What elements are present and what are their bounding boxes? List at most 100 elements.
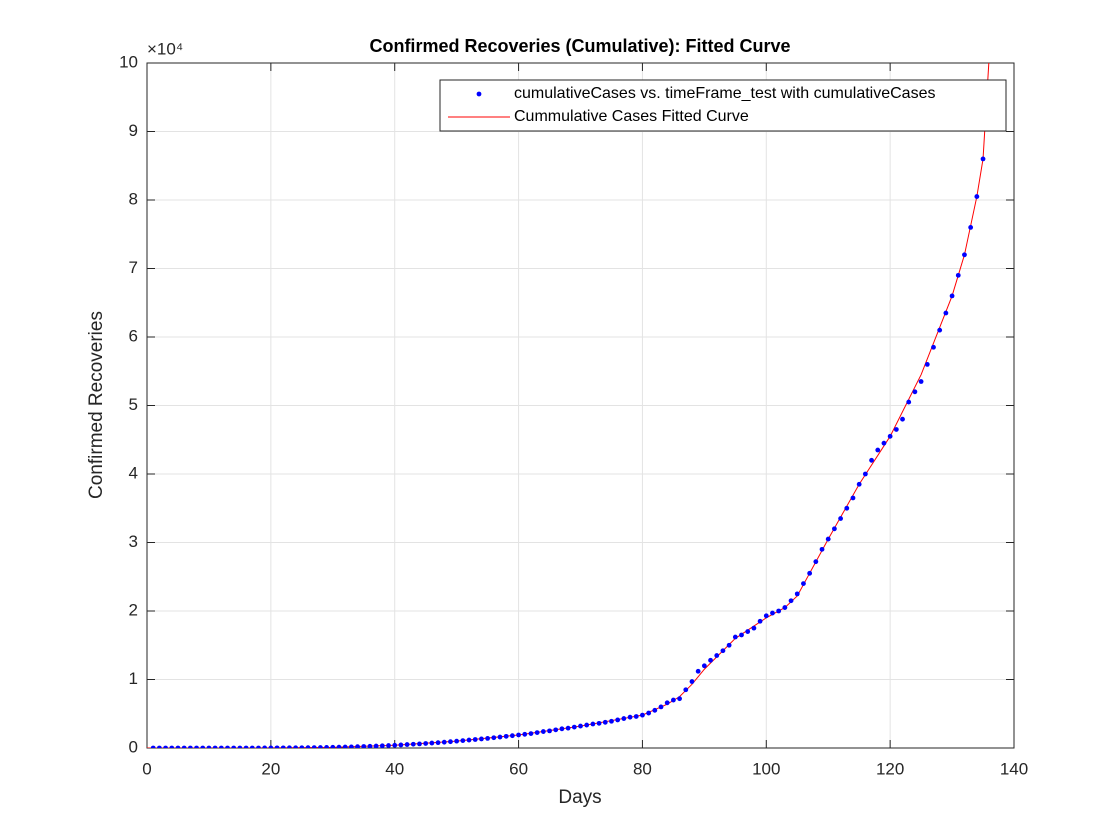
x-tick-label: 120 [876, 759, 904, 778]
plot-area [147, 63, 990, 748]
data-point [664, 700, 670, 706]
data-point [708, 657, 713, 663]
x-tick-label: 140 [1000, 759, 1028, 778]
data-point [404, 742, 410, 747]
data-point [813, 559, 819, 565]
data-point [342, 744, 348, 748]
data-point [739, 632, 744, 638]
data-point [150, 745, 156, 748]
data-point [615, 717, 621, 723]
data-point [974, 194, 980, 199]
data-point [237, 745, 243, 748]
data-point [869, 457, 874, 463]
data-point [980, 156, 986, 162]
legend-marker [476, 91, 482, 97]
data-point [540, 729, 546, 734]
data-point [906, 399, 912, 405]
data-point [968, 225, 974, 230]
data-point [330, 744, 336, 748]
data-point [918, 379, 924, 384]
data-point [856, 481, 862, 487]
data-point [553, 727, 559, 733]
data-point [726, 642, 732, 648]
data-point [875, 447, 881, 453]
data-point [181, 745, 187, 748]
plot-frame [146, 62, 1015, 749]
data-point [398, 742, 404, 748]
data-point [287, 745, 292, 748]
data-point [479, 736, 484, 742]
exponent-label: ×10⁴ [147, 39, 183, 58]
data-point [305, 745, 311, 748]
data-point [268, 745, 274, 748]
y-tick-label: 9 [129, 121, 138, 140]
data-point [559, 726, 565, 732]
data-point [578, 723, 583, 729]
data-point [336, 744, 342, 748]
y-tick-label: 0 [129, 737, 138, 756]
data-point [262, 745, 268, 748]
data-point [156, 745, 162, 748]
x-tick-label: 100 [752, 759, 780, 778]
data-point [893, 427, 899, 432]
data-point [522, 731, 528, 737]
chart-title: Confirmed Recoveries (Cumulative): Fitte… [369, 36, 790, 56]
data-point [509, 733, 515, 739]
data-point [392, 742, 398, 748]
data-point [256, 745, 261, 748]
x-axis-label: Days [558, 787, 601, 808]
data-point [571, 724, 577, 730]
data-point [472, 737, 478, 742]
y-tick-label: 1 [129, 669, 138, 688]
data-point [757, 618, 763, 624]
data-point [943, 310, 949, 316]
data-point [547, 728, 552, 734]
data-point [299, 745, 305, 748]
y-tick-label: 10 [119, 52, 138, 71]
data-point [695, 668, 701, 674]
data-point [924, 362, 930, 367]
data-point [410, 741, 416, 747]
data-point [931, 344, 936, 350]
data-point [640, 712, 645, 718]
data-point [602, 719, 608, 725]
data-point [318, 745, 323, 748]
data-point [293, 745, 299, 748]
data-point [386, 743, 391, 748]
data-point [732, 634, 738, 640]
data-point [348, 744, 354, 748]
data-point [274, 745, 280, 748]
data-point [609, 718, 614, 724]
data-point [516, 732, 521, 738]
data-point [175, 745, 181, 748]
x-tick-label: 40 [385, 759, 404, 778]
data-point [200, 745, 206, 748]
data-point [497, 734, 503, 740]
data-point [689, 679, 695, 684]
data-point [701, 663, 707, 669]
data-point [627, 714, 633, 720]
data-point [485, 736, 491, 741]
data-point [225, 745, 230, 748]
data-point [720, 648, 726, 654]
data-point [565, 725, 571, 731]
data-point [677, 696, 682, 702]
data-point [367, 743, 373, 748]
data-point [324, 745, 329, 748]
data-point [862, 471, 868, 477]
data-point [361, 744, 367, 748]
legend-box [439, 79, 1007, 132]
data-point [751, 625, 757, 631]
data-point [206, 745, 212, 748]
data-point [231, 745, 237, 748]
y-tick-label: 7 [129, 258, 138, 277]
data-point [949, 293, 955, 299]
data-point [355, 744, 360, 748]
data-point [714, 653, 720, 658]
x-tick-label: 60 [509, 759, 528, 778]
data-point [937, 327, 943, 333]
data-point [503, 733, 509, 739]
data-point [435, 740, 441, 746]
data-point [794, 591, 800, 597]
